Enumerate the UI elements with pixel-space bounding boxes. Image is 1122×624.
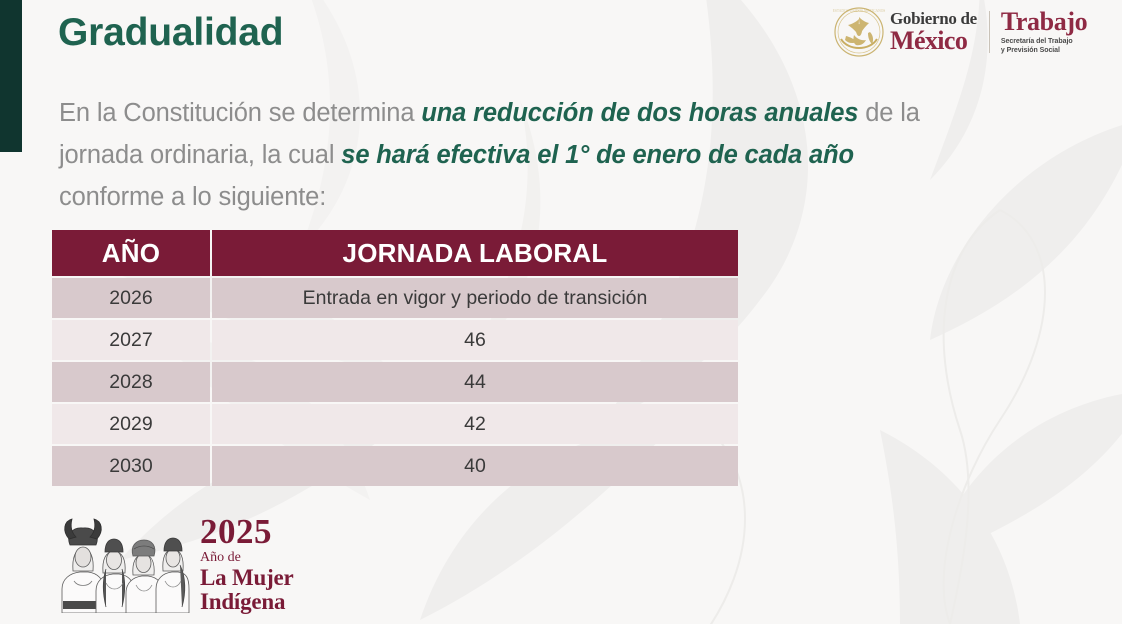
trabajo-subtitle-line1: Secretaría del Trabajo [1000, 37, 1073, 45]
mujer-indigena-wordmark: 2025 Año de La Mujer Indígena [200, 514, 294, 613]
cell-jornada: 44 [212, 362, 738, 402]
la-mujer-label: La Mujer [200, 564, 294, 590]
cell-jornada: 46 [212, 320, 738, 360]
table-row: 2026 Entrada en vigor y periodo de trans… [52, 278, 738, 318]
logo-divider [988, 11, 990, 53]
left-accent-bar [0, 0, 22, 152]
gradualidad-table: AÑO JORNADA LABORAL 2026 Entrada en vigo… [50, 228, 740, 488]
gobierno-de-label: Gobierno de [890, 9, 977, 28]
four-indigenous-women-illustration-icon [61, 518, 190, 613]
table-header-row: AÑO JORNADA LABORAL [52, 230, 738, 276]
table-row: 2028 44 [52, 362, 738, 402]
cell-jornada: 40 [212, 446, 738, 486]
cell-anio: 2030 [52, 446, 210, 486]
trabajo-subtitle: Secretaría del Trabajo y Previsión Socia… [1001, 38, 1087, 56]
page-title: Gradualidad [58, 11, 284, 54]
cell-anio: 2028 [52, 362, 210, 402]
paragraph-part-1: En la Constitución se determina [59, 99, 422, 127]
table-header-jornada: JORNADA LABORAL [212, 230, 738, 276]
table-body: 2026 Entrada en vigor y periodo de trans… [52, 278, 738, 486]
table-row: 2029 42 [52, 404, 738, 444]
table-row: 2027 46 [52, 320, 738, 360]
gobierno-mexico-trabajo-logo: ESTADOS UNIDOS MEXICANOS Gobierno de Méx… [832, 4, 1117, 60]
table-header-anio: AÑO [52, 230, 210, 276]
ano-de-label: Año de [200, 549, 241, 565]
table-row: 2030 40 [52, 446, 738, 486]
trabajo-label: Trabajo [1000, 6, 1088, 36]
trabajo-subtitle-line2: y Previsión Social [1000, 46, 1060, 54]
cell-anio: 2029 [52, 404, 210, 444]
mexican-eagle-emblem-icon: ESTADOS UNIDOS MEXICANOS [833, 7, 886, 57]
paragraph-emphasis-1: una reducción de dos horas anuales [421, 99, 859, 127]
body-paragraph: En la Constitución se determina una redu… [59, 92, 929, 218]
svg-text:ESTADOS UNIDOS MEXICANOS: ESTADOS UNIDOS MEXICANOS [833, 9, 886, 13]
mexico-label: México [890, 26, 968, 55]
cell-anio: 2026 [52, 278, 210, 318]
indigena-label: Indígena [200, 588, 286, 614]
cell-anio: 2027 [52, 320, 210, 360]
paragraph-emphasis-2: se hará efectiva el 1° de enero de cada … [341, 141, 854, 169]
cell-jornada: 42 [212, 404, 738, 444]
cell-jornada: Entrada en vigor y periodo de transición [212, 278, 738, 318]
paragraph-part-3: conforme a lo siguiente: [59, 183, 327, 211]
year-2025-label: 2025 [200, 511, 272, 551]
trabajo-wordmark: Trabajo Secretaría del Trabajo y Previsi… [1000, 6, 1088, 56]
ano-mujer-indigena-logo: 2025 Año de La Mujer Indígena [56, 510, 306, 616]
paragraph-part-2: de la jornada ordinaria, la cual [59, 99, 920, 169]
gobierno-mexico-wordmark: Gobierno de México [890, 10, 977, 54]
